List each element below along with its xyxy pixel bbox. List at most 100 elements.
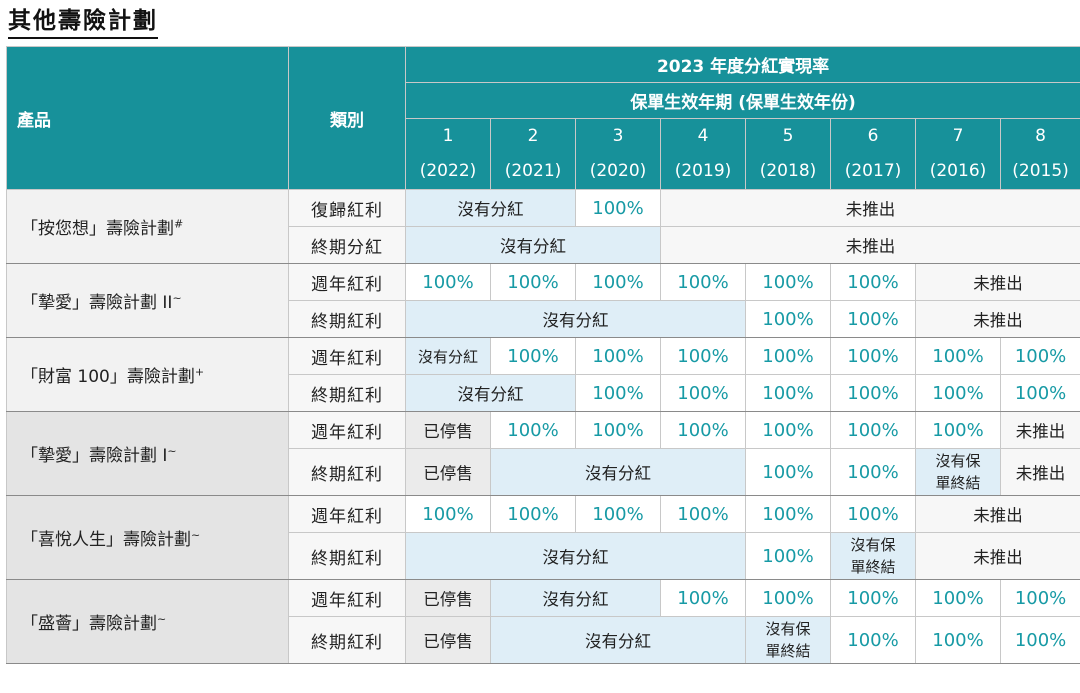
rate-cell: 100% bbox=[405, 495, 491, 533]
category-cell: 週年紅利 bbox=[288, 263, 406, 301]
product-name: 「財富 100」壽險計劃+ bbox=[6, 337, 289, 412]
rate-cell: 100% bbox=[830, 579, 916, 617]
rate-cell: 100% bbox=[999, 374, 1080, 412]
rate-cell: 100% bbox=[745, 411, 831, 449]
rate-cell: 100% bbox=[999, 616, 1080, 664]
product-name: 「按您想」壽險計劃# bbox=[6, 189, 289, 264]
category-cell: 復歸紅利 bbox=[288, 189, 406, 227]
discontinued-cell: 已停售 bbox=[405, 448, 491, 496]
rate-cell: 100% bbox=[660, 374, 746, 412]
rate-cell: 100% bbox=[575, 411, 661, 449]
not-launched-cell: 未推出 bbox=[914, 263, 1080, 301]
discontinued-cell: 已停售 bbox=[405, 411, 491, 449]
discontinued-cell: 已停售 bbox=[405, 579, 491, 617]
year-label-2019: (2019) bbox=[660, 153, 746, 190]
rate-cell: 100% bbox=[575, 495, 661, 533]
category-cell: 週年紅利 bbox=[288, 579, 406, 617]
rate-cell: 100% bbox=[999, 337, 1080, 375]
not-launched-cell: 未推出 bbox=[999, 411, 1080, 449]
year-number-8: 8 bbox=[999, 118, 1080, 153]
no-dividend-cell: 沒有分紅 bbox=[490, 616, 746, 664]
category-cell: 週年紅利 bbox=[288, 337, 406, 375]
year-number-6: 6 bbox=[830, 118, 916, 153]
product-name: 「盛薈」壽險計劃~ bbox=[6, 579, 289, 664]
rate-cell: 100% bbox=[830, 263, 916, 301]
dividend-rate-table: 產品 類別 2023 年度分紅實現率 保單生效年期 (保單生效年份) 1 2 3… bbox=[6, 46, 1080, 664]
year-label-2018: (2018) bbox=[745, 153, 831, 190]
not-launched-cell: 未推出 bbox=[914, 495, 1080, 533]
year-label-2020: (2020) bbox=[575, 153, 661, 190]
no-dividend-cell: 沒有分紅 bbox=[405, 532, 746, 580]
no-policy-termination-cell: 沒有保 單終結 bbox=[745, 616, 831, 664]
rate-cell: 100% bbox=[745, 374, 831, 412]
no-policy-termination-cell: 沒有保 單終結 bbox=[915, 448, 1001, 496]
no-dividend-cell: 沒有分紅 bbox=[405, 300, 746, 338]
year-label-2017: (2017) bbox=[830, 153, 916, 190]
rate-cell: 100% bbox=[745, 300, 831, 338]
rate-cell: 100% bbox=[490, 337, 576, 375]
year-number-2: 2 bbox=[490, 118, 576, 153]
rate-cell: 100% bbox=[745, 263, 831, 301]
year-number-7: 7 bbox=[915, 118, 1001, 153]
rate-cell: 100% bbox=[745, 448, 831, 496]
category-cell: 終期紅利 bbox=[288, 374, 406, 412]
product-name: 「摯愛」壽險計劃 II~ bbox=[6, 263, 289, 338]
rate-cell: 100% bbox=[660, 263, 746, 301]
rate-cell: 100% bbox=[575, 337, 661, 375]
rate-cell: 100% bbox=[915, 337, 1001, 375]
category-column-header: 類別 bbox=[288, 46, 406, 190]
rate-cell: 100% bbox=[830, 448, 916, 496]
rate-cell: 100% bbox=[575, 374, 661, 412]
not-launched-cell: 未推出 bbox=[659, 226, 1080, 264]
rate-cell: 100% bbox=[830, 337, 916, 375]
category-cell: 終期紅利 bbox=[288, 448, 406, 496]
rate-cell: 100% bbox=[830, 300, 916, 338]
rate-title-header: 2023 年度分紅實現率 bbox=[404, 46, 1080, 83]
rate-cell: 100% bbox=[830, 495, 916, 533]
no-dividend-cell: 沒有分紅 bbox=[405, 374, 576, 412]
rate-cell: 100% bbox=[745, 495, 831, 533]
rate-cell: 100% bbox=[745, 532, 831, 580]
year-label-2022: (2022) bbox=[405, 153, 491, 190]
not-launched-cell: 未推出 bbox=[999, 448, 1080, 496]
not-launched-cell: 未推出 bbox=[659, 189, 1080, 227]
category-cell: 週年紅利 bbox=[288, 495, 406, 533]
no-dividend-cell: 沒有分紅 bbox=[405, 226, 661, 264]
rate-cell: 100% bbox=[660, 411, 746, 449]
page-title: 其他壽險計劃 bbox=[8, 6, 158, 39]
discontinued-cell: 已停售 bbox=[405, 616, 491, 664]
year-number-4: 4 bbox=[660, 118, 746, 153]
rate-cell: 100% bbox=[490, 411, 576, 449]
rate-cell: 100% bbox=[745, 337, 831, 375]
rate-cell: 100% bbox=[490, 495, 576, 533]
rate-cell: 100% bbox=[660, 337, 746, 375]
year-number-3: 3 bbox=[575, 118, 661, 153]
rate-cell: 100% bbox=[999, 579, 1080, 617]
category-cell: 終期紅利 bbox=[288, 300, 406, 338]
category-cell: 終期分紅 bbox=[288, 226, 406, 264]
policy-year-header: 保單生效年期 (保單生效年份) bbox=[404, 82, 1080, 119]
not-launched-cell: 未推出 bbox=[914, 300, 1080, 338]
rate-cell: 100% bbox=[575, 263, 661, 301]
rate-cell: 100% bbox=[660, 495, 746, 533]
rate-cell: 100% bbox=[915, 579, 1001, 617]
category-cell: 終期紅利 bbox=[288, 532, 406, 580]
category-cell: 週年紅利 bbox=[288, 411, 406, 449]
not-launched-cell: 未推出 bbox=[914, 532, 1080, 580]
year-label-2016: (2016) bbox=[915, 153, 1001, 190]
rate-cell: 100% bbox=[660, 579, 746, 617]
no-dividend-cell: 沒有分紅 bbox=[490, 579, 661, 617]
rate-cell: 100% bbox=[490, 263, 576, 301]
year-number-5: 5 bbox=[745, 118, 831, 153]
rate-cell: 100% bbox=[745, 579, 831, 617]
rate-cell: 100% bbox=[575, 189, 661, 227]
rate-cell: 100% bbox=[915, 411, 1001, 449]
category-cell: 終期紅利 bbox=[288, 616, 406, 664]
no-policy-termination-cell: 沒有保 單終結 bbox=[830, 532, 916, 580]
rate-cell: 100% bbox=[830, 374, 916, 412]
rate-cell: 100% bbox=[405, 263, 491, 301]
rate-cell: 100% bbox=[915, 374, 1001, 412]
product-column-header: 產品 bbox=[6, 46, 289, 190]
year-label-2015: (2015) bbox=[999, 153, 1080, 190]
rate-cell: 100% bbox=[830, 411, 916, 449]
